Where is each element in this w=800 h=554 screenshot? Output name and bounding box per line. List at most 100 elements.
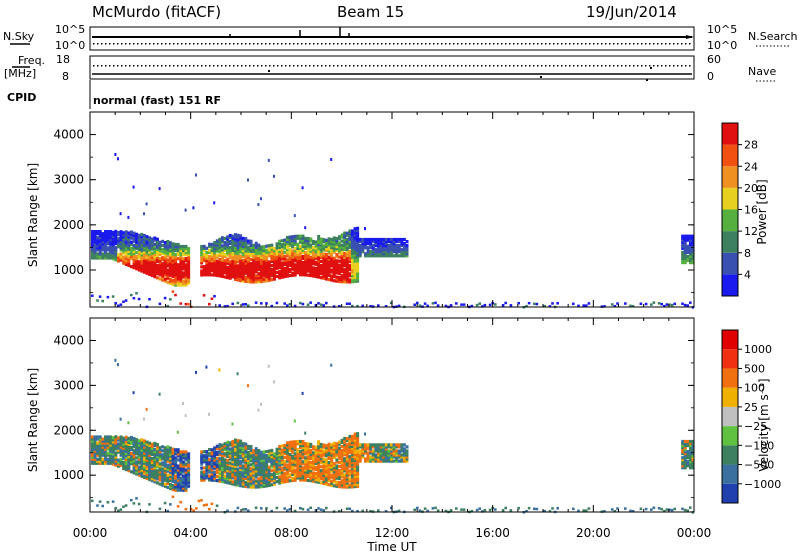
echo-cell bbox=[631, 304, 635, 308]
echo-cell bbox=[234, 241, 237, 245]
echo-cell bbox=[234, 474, 237, 479]
echo-cell bbox=[106, 457, 110, 461]
echo-cell bbox=[325, 506, 328, 510]
echo-cell bbox=[683, 452, 687, 456]
echo-cell bbox=[262, 261, 266, 265]
echo-cell bbox=[109, 457, 113, 461]
echo-cell bbox=[275, 274, 279, 278]
echo-cell bbox=[314, 480, 318, 484]
echo-cell bbox=[291, 255, 295, 259]
echo-cell bbox=[312, 270, 315, 274]
echo-cell bbox=[257, 247, 261, 251]
echo-cell bbox=[226, 458, 230, 463]
echo-cell bbox=[106, 246, 110, 250]
echo-cell bbox=[111, 448, 115, 452]
echo-cell bbox=[351, 509, 354, 513]
echo-cell bbox=[267, 457, 271, 461]
echo-cell bbox=[156, 249, 159, 253]
echo-cell bbox=[335, 452, 339, 456]
echo-cell bbox=[158, 476, 162, 480]
echo-cell bbox=[371, 244, 375, 248]
echo-cell bbox=[509, 304, 513, 307]
echo-cell bbox=[353, 277, 357, 281]
echo-cell bbox=[106, 254, 110, 258]
echo-cell bbox=[351, 459, 354, 463]
echo-cell bbox=[91, 445, 94, 449]
echo-cell bbox=[239, 242, 243, 246]
echo-cell bbox=[132, 243, 136, 247]
echo-cell bbox=[351, 229, 354, 233]
echo-cell bbox=[270, 455, 274, 459]
echo-cell bbox=[382, 453, 386, 457]
echo-cell bbox=[309, 263, 313, 267]
echo-cell bbox=[179, 470, 183, 474]
echo-cell bbox=[218, 368, 221, 372]
echo-cell bbox=[135, 244, 139, 249]
echo-cell bbox=[153, 476, 157, 480]
echo-cell bbox=[257, 255, 261, 259]
echo-cell bbox=[104, 451, 107, 455]
echo-cell bbox=[319, 469, 323, 473]
echo-cell bbox=[187, 277, 191, 281]
echo-cell bbox=[317, 267, 321, 271]
beam-title: Beam 15 bbox=[337, 3, 404, 21]
echo-cell bbox=[111, 444, 115, 448]
echo-cell bbox=[278, 272, 282, 276]
echo-cell bbox=[210, 257, 214, 261]
echo-cell bbox=[366, 453, 370, 457]
echo-cell bbox=[202, 259, 206, 263]
echo-cell bbox=[689, 439, 692, 444]
echo-cell bbox=[348, 461, 352, 465]
echo-cell bbox=[366, 447, 370, 451]
echo-cell bbox=[205, 267, 209, 271]
echo-cell bbox=[306, 452, 310, 456]
echo-cell bbox=[309, 463, 313, 467]
echo-cell bbox=[215, 452, 219, 456]
echo-cell bbox=[304, 442, 308, 446]
echo-cell bbox=[351, 278, 354, 282]
echo-cell bbox=[98, 256, 102, 260]
echo-cell bbox=[111, 436, 115, 440]
echo-cell bbox=[403, 443, 406, 447]
echo-cell bbox=[390, 453, 393, 457]
echo-cell bbox=[111, 245, 115, 249]
echo-cell bbox=[241, 279, 245, 283]
y-tick-label: 4000 bbox=[53, 128, 84, 142]
echo-cell bbox=[356, 440, 360, 444]
echo-cell bbox=[257, 473, 261, 477]
colorbar-swatch bbox=[722, 209, 738, 232]
echo-cell bbox=[153, 273, 157, 277]
echo-cell bbox=[109, 445, 113, 449]
echo-cell bbox=[150, 259, 154, 263]
echo-cell bbox=[114, 445, 118, 449]
echo-cell bbox=[351, 247, 354, 251]
echo-cell bbox=[124, 468, 128, 472]
echo-cell bbox=[239, 270, 243, 274]
nsky-trace bbox=[92, 27, 694, 45]
echo-cell bbox=[278, 257, 282, 262]
echo-cell bbox=[327, 241, 331, 245]
echo-cell bbox=[254, 262, 258, 266]
echo-cell bbox=[218, 274, 222, 278]
echo-cell bbox=[288, 457, 292, 461]
echo-cell bbox=[332, 449, 336, 454]
echo-cell bbox=[351, 483, 354, 487]
echo-cell bbox=[382, 252, 386, 256]
echo-cell bbox=[223, 446, 227, 450]
echo-cell bbox=[150, 239, 154, 243]
echo-cell bbox=[387, 455, 391, 459]
echo-cell bbox=[163, 470, 167, 474]
echo-cell bbox=[140, 267, 144, 271]
echo-cell bbox=[241, 265, 245, 269]
echo-cell bbox=[348, 266, 352, 270]
echo-cell bbox=[691, 446, 695, 450]
echo-cell bbox=[241, 452, 245, 456]
echo-cell bbox=[231, 482, 235, 486]
echo-cell bbox=[686, 236, 690, 240]
echo-cell bbox=[273, 470, 276, 474]
echo-cell bbox=[689, 254, 692, 259]
echo-cell bbox=[184, 452, 188, 456]
echo-cell bbox=[650, 508, 653, 511]
echo-cell bbox=[202, 269, 206, 273]
echo-cell bbox=[166, 475, 170, 479]
